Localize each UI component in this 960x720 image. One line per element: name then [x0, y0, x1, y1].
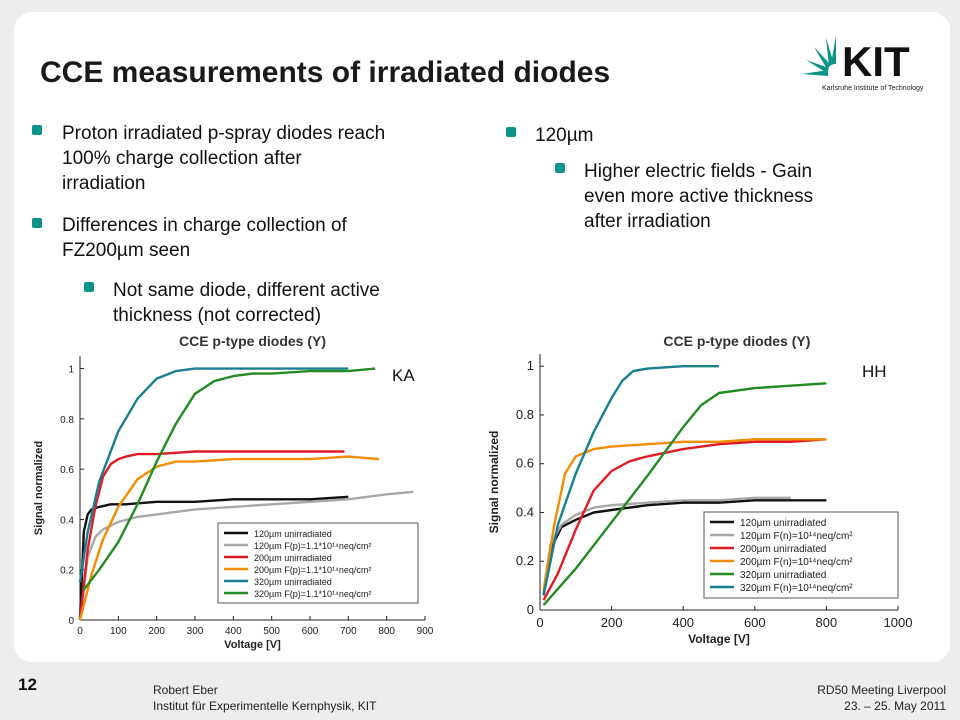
y-tick-label: 0.2	[60, 566, 74, 577]
slide-title: CCE measurements of irradiated diodes	[40, 56, 611, 89]
kit-logo: KIT Karlsruhe Institute of Technology	[802, 36, 924, 92]
sub-bullet-icon	[84, 282, 94, 292]
x-tick-label: 100	[110, 626, 127, 637]
legend-entry: 200µm unirradiated	[740, 544, 826, 555]
bullet-line: Differences in charge collection of	[62, 215, 347, 236]
page-number: 12	[18, 675, 37, 694]
y-axis-label: Signal normalized	[487, 431, 501, 534]
right-bullet-2: Higher electric fields - Gain even more …	[584, 159, 813, 234]
y-tick-label: 0.8	[516, 407, 534, 422]
chart-ka-tag: KA	[392, 366, 415, 385]
kit-logo-subtitle: Karlsruhe Institute of Technology	[822, 85, 924, 92]
series-line	[542, 382, 827, 606]
legend-entry: 120µm unirradiated	[254, 529, 332, 539]
series-line	[542, 365, 719, 596]
x-tick-label: 1000	[884, 615, 913, 630]
kit-logo-rays-icon	[802, 36, 836, 76]
left-bullet-2: Differences in charge collection of FZ20…	[62, 213, 347, 263]
left-bullet-1: Proton irradiated p-spray diodes reach 1…	[62, 121, 385, 196]
x-tick-label: 0	[536, 615, 543, 630]
bullet-icon	[32, 125, 42, 135]
x-tick-label: 600	[744, 615, 766, 630]
bullet-line: even more active thickness	[584, 186, 814, 207]
legend-entry: 320µm F(p)=1.1*10¹⁴neq/cm²	[254, 589, 371, 599]
legend: 120µm unirradiated 120µm F(p)=1.1*10¹⁴neq…	[217, 522, 419, 604]
x-tick-label: 600	[302, 626, 319, 637]
chart-title: CCE p-type diodes (Y)	[663, 333, 810, 349]
legend-entry: 320µm unirradiated	[254, 577, 332, 587]
bullet-line: 120µm	[535, 125, 594, 146]
x-axis-label: Voltage [V]	[688, 632, 750, 646]
bullet-line: thickness (not corrected)	[113, 305, 322, 326]
bullet-line: Not same diode, different active	[113, 280, 380, 301]
y-tick-label: 0.6	[60, 465, 74, 476]
footer-date: 23. – 25. May 2011	[844, 699, 946, 713]
bullet-icon	[506, 127, 516, 137]
bullet-line: after irradiation	[584, 211, 711, 232]
legend-entry: 200µm F(n)=10¹⁴neq/cm²	[740, 557, 853, 568]
legend-entry: 120µm F(p)=1.1*10¹⁴neq/cm²	[254, 541, 371, 551]
chart-ka: CCE p-type diodes (Y) 0 100 200 300 400 500 600…	[33, 333, 434, 651]
x-tick-label: 700	[340, 626, 357, 637]
bullet-line: Proton irradiated p-spray diodes reach	[62, 123, 386, 144]
footer-author: Robert Eber	[153, 683, 218, 697]
y-tick-label: 1	[68, 365, 74, 376]
series-line	[542, 499, 827, 596]
x-tick-label: 500	[263, 626, 280, 637]
legend-entry: 320µm unirradiated	[740, 570, 826, 581]
x-tick-label: 200	[601, 615, 623, 630]
y-tick-label: 0.2	[516, 553, 534, 568]
bullet-line: 100% charge collection after	[62, 148, 302, 169]
bullet-icon	[32, 218, 42, 228]
series-line	[542, 496, 791, 591]
bullet-line: irradiation	[62, 173, 146, 194]
left-bullet-3: Not same diode, different active thickne…	[113, 278, 380, 328]
y-tick-label: 0	[527, 602, 534, 617]
y-tick-label: 0	[68, 616, 74, 627]
x-tick-label: 900	[417, 626, 434, 637]
y-axis-label: Signal normalized	[33, 441, 45, 535]
x-tick-label: 800	[378, 626, 395, 637]
legend-entry: 200µm F(p)=1.1*10¹⁴neq/cm²	[254, 565, 371, 575]
footer-event: RD50 Meeting Liverpool	[817, 683, 946, 697]
legend-entry: 120µm unirradiated	[740, 518, 826, 529]
x-tick-label: 0	[77, 626, 83, 637]
chart-hh-tag: HH	[862, 362, 887, 381]
x-tick-label: 300	[187, 626, 204, 637]
x-tick-label: 400	[672, 615, 694, 630]
chart-hh: CCE p-type diodes (Y) 0 200 400 600 800 1000 0 0…	[487, 333, 913, 646]
y-tick-label: 0.8	[60, 415, 74, 426]
series-line	[78, 367, 349, 583]
x-tick-label: 800	[816, 615, 838, 630]
footer-institute: Institut für Experimentelle Kernphysik, …	[153, 699, 377, 713]
x-tick-label: 400	[225, 626, 242, 637]
x-axis-label: Voltage [V]	[224, 639, 281, 651]
y-tick-label: 0.4	[516, 504, 534, 519]
x-tick-label: 200	[148, 626, 165, 637]
bullet-line: Higher electric fields - Gain	[584, 161, 813, 182]
legend-box	[217, 522, 419, 604]
series-line	[78, 450, 345, 621]
series-line	[78, 495, 349, 621]
bullet-line: FZ200µm seen	[62, 240, 191, 261]
kit-logo-text: KIT	[842, 38, 910, 85]
legend-entry: 320µm F(n)=10¹⁴neq/cm²	[740, 583, 853, 594]
y-tick-label: 0.4	[60, 515, 74, 526]
series-line	[78, 490, 414, 621]
sub-bullet-icon	[555, 163, 565, 173]
y-tick-label: 1	[527, 358, 534, 373]
series-line	[542, 438, 827, 591]
series-line	[542, 438, 827, 601]
y-tick-label: 0.6	[516, 456, 534, 471]
legend-entry: 200µm unirradiated	[254, 553, 332, 563]
legend-box	[703, 511, 899, 599]
legend-entry: 120µm F(n)=10¹⁴neq/cm²	[740, 531, 853, 542]
series-line	[78, 455, 380, 621]
legend: 120µm unirradiated 120µm F(n)=10¹⁴neq/cm²…	[703, 511, 899, 599]
series-line	[82, 367, 376, 591]
right-bullet-1: 120µm	[535, 123, 593, 148]
chart-title: CCE p-type diodes (Y)	[179, 333, 326, 349]
